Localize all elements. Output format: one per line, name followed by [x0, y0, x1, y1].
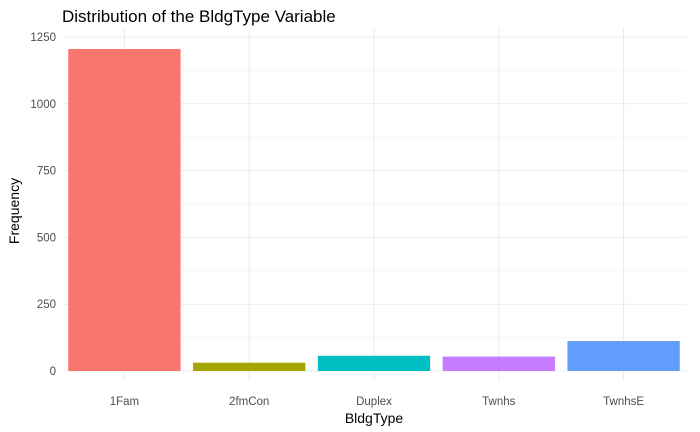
bar-duplex: [317, 355, 431, 371]
bars: [68, 49, 680, 372]
bar-twnhse: [567, 341, 680, 371]
x-tick-label: TwnhsE: [603, 396, 644, 408]
y-tick-label: 1250: [30, 32, 56, 44]
y-axis-title: Frequency: [6, 178, 22, 244]
x-axis-title: BldgType: [345, 410, 404, 426]
y-tick-label: 500: [37, 232, 56, 244]
x-tick-label: 1Fam: [110, 396, 139, 408]
x-axis: 1Fam 2fmCon Duplex Twnhs TwnhsE: [110, 396, 645, 408]
y-tick-label: 750: [37, 166, 56, 178]
chart-title: Distribution of the BldgType Variable: [62, 7, 336, 26]
y-tick-label: 1000: [30, 99, 56, 111]
x-tick-label: 2fmCon: [229, 396, 269, 408]
bar-2fmcon: [193, 362, 306, 371]
bar-twnhs: [442, 356, 555, 371]
y-tick-label: 250: [37, 299, 56, 311]
bar-1fam: [68, 49, 181, 372]
x-tick-label: Duplex: [356, 396, 392, 408]
y-tick-label: 0: [50, 366, 56, 378]
x-tick-label: Twnhs: [482, 396, 515, 408]
y-axis: 0 250 500 750 1000 1250: [30, 32, 56, 378]
